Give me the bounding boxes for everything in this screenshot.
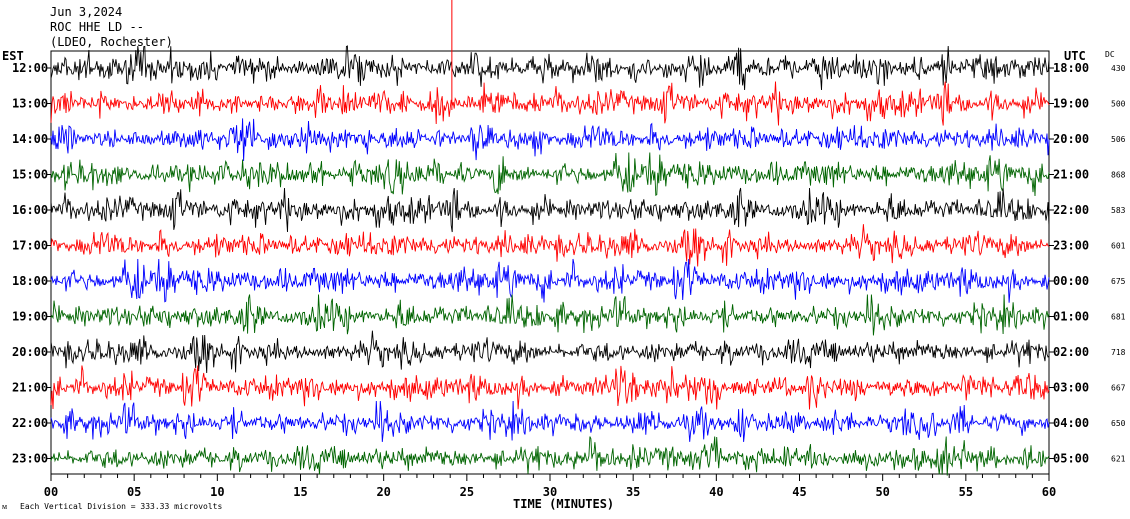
utc-hour-label: 23:00 <box>1053 239 1089 253</box>
dc-column-label: DC <box>1105 50 1115 59</box>
network-title: (LDEO, Rochester) <box>50 35 173 49</box>
seismic-trace-7 <box>50 258 1050 303</box>
utc-hour-label: 00:00 <box>1053 274 1089 288</box>
est-hour-label: 22:00 <box>12 416 48 430</box>
utc-hour-label: 05:00 <box>1053 452 1089 466</box>
seismic-trace-1 <box>50 45 1050 91</box>
est-hour-label: 18:00 <box>12 274 48 288</box>
dc-value: 718 <box>1111 348 1126 357</box>
seismic-trace-2 <box>50 81 1050 126</box>
x-tick-label: 35 <box>626 485 640 499</box>
x-tick-label: 00 <box>44 485 58 499</box>
seismic-trace-4 <box>50 152 1050 197</box>
x-tick-label: 25 <box>460 485 474 499</box>
dc-value: 430 <box>1111 64 1126 73</box>
x-tick-label: 60 <box>1042 485 1056 499</box>
est-hour-label: 12:00 <box>12 61 48 75</box>
est-hour-label: 23:00 <box>12 452 48 466</box>
seismic-trace-3 <box>50 118 1050 162</box>
x-axis-title: TIME (MINUTES) <box>513 497 614 511</box>
dc-value: 601 <box>1111 242 1126 251</box>
scale-note: Each Vertical Division = 333.33 microvol… <box>20 502 222 511</box>
dc-value: 681 <box>1111 313 1126 322</box>
utc-hour-label: 02:00 <box>1053 345 1089 359</box>
row-labels: 12:00 18:00 430 13:00 19:00 500 14:00 20:00 506 1… <box>12 61 1126 466</box>
dc-value: 583 <box>1111 206 1126 215</box>
dc-value: 675 <box>1111 277 1126 286</box>
utc-hour-label: 01:00 <box>1053 310 1089 324</box>
x-axis: 00 05 10 15 20 25 30 35 40 45 50 55 60 <box>44 474 1056 499</box>
station-title: ROC HHE LD -- <box>50 20 144 34</box>
est-hour-label: 15:00 <box>12 168 48 182</box>
seismic-trace-6 <box>50 224 1050 267</box>
x-tick-label: 15 <box>293 485 307 499</box>
est-hour-label: 14:00 <box>12 132 48 146</box>
utc-hour-label: 18:00 <box>1053 61 1089 75</box>
x-tick-label: 10 <box>210 485 224 499</box>
est-hour-label: 13:00 <box>12 97 48 111</box>
seismic-traces <box>50 45 1050 476</box>
x-tick-label: 45 <box>792 485 806 499</box>
x-tick-label: 55 <box>959 485 973 499</box>
seismic-trace-8 <box>50 294 1050 336</box>
dc-value: 500 <box>1111 100 1126 109</box>
date-title: Jun 3,2024 <box>50 5 122 19</box>
est-hour-label: 17:00 <box>12 239 48 253</box>
utc-hour-label: 19:00 <box>1053 97 1089 111</box>
utc-hour-label: 21:00 <box>1053 168 1089 182</box>
utc-hour-label: 03:00 <box>1053 381 1089 395</box>
est-axis-label: EST <box>2 49 24 63</box>
utc-hour-label: 04:00 <box>1053 416 1089 430</box>
dc-value: 868 <box>1111 171 1126 180</box>
x-tick-label: 20 <box>376 485 390 499</box>
dc-value: 667 <box>1111 384 1126 393</box>
x-tick-label: 30 <box>543 485 557 499</box>
dc-value: 650 <box>1111 419 1126 428</box>
seismic-trace-10 <box>50 365 1050 410</box>
dc-value: 506 <box>1111 135 1126 144</box>
x-tick-label: 05 <box>127 485 141 499</box>
dc-value: 621 <box>1111 455 1126 464</box>
x-tick-label: 40 <box>709 485 723 499</box>
seismic-trace-5 <box>50 187 1050 233</box>
seismic-trace-11 <box>50 400 1050 442</box>
est-hour-label: 21:00 <box>12 381 48 395</box>
seismic-trace-9 <box>50 330 1050 374</box>
utc-hour-label: 20:00 <box>1053 132 1089 146</box>
est-hour-label: 19:00 <box>12 310 48 324</box>
footer-mark-icon: ᴍ <box>2 502 7 511</box>
utc-axis-label: UTC <box>1064 49 1086 63</box>
seismic-trace-12 <box>50 436 1050 476</box>
est-hour-label: 20:00 <box>12 345 48 359</box>
utc-hour-label: 22:00 <box>1053 203 1089 217</box>
est-hour-label: 16:00 <box>12 203 48 217</box>
x-tick-label: 50 <box>875 485 889 499</box>
